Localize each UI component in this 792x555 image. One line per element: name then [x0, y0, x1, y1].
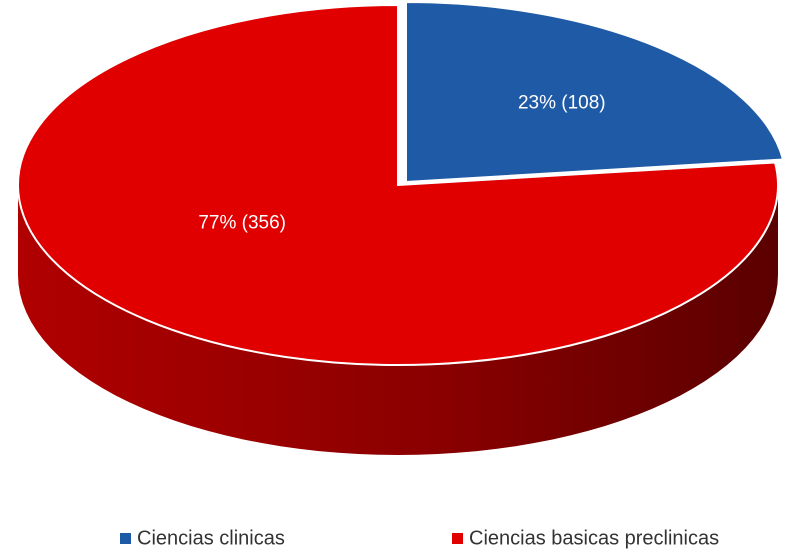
- legend-swatch: [452, 533, 463, 544]
- legend-label: Ciencias clinicas: [137, 527, 285, 549]
- legend-swatch: [120, 533, 131, 544]
- slice-side: [18, 185, 778, 455]
- legend-label: Ciencias basicas preclinicas: [469, 527, 719, 549]
- slice: [405, 0, 785, 184]
- data-label: 23% (108): [518, 93, 606, 114]
- data-label: 77% (356): [198, 212, 286, 233]
- slice: [17, 3, 779, 366]
